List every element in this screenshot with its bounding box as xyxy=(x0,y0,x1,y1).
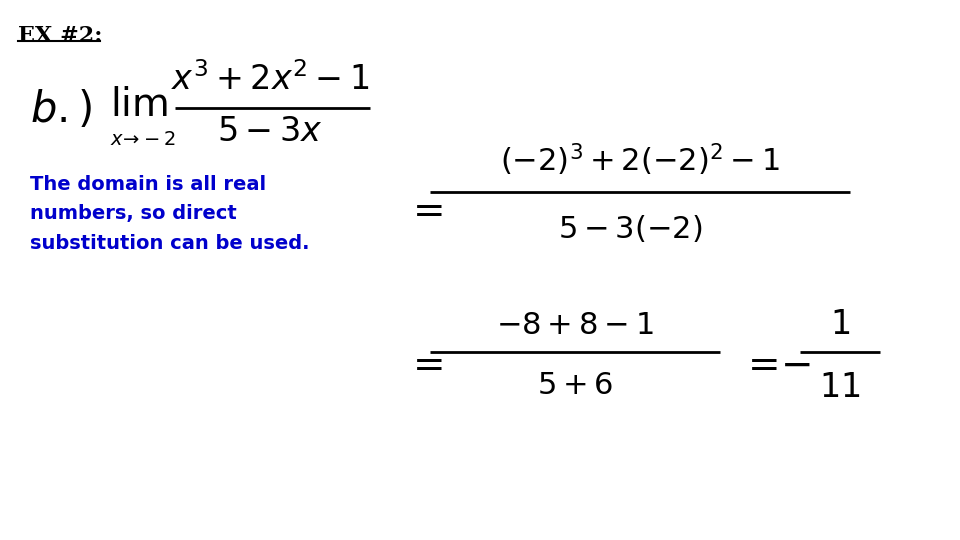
Text: $\lim$: $\lim$ xyxy=(110,86,168,124)
Text: $1$: $1$ xyxy=(830,309,850,341)
Text: $=$: $=$ xyxy=(740,347,778,383)
Text: $=$: $=$ xyxy=(405,192,444,228)
Text: $5+6$: $5+6$ xyxy=(537,369,613,401)
Text: $x^3+2x^2-1$: $x^3+2x^2-1$ xyxy=(171,63,370,97)
Text: $11$: $11$ xyxy=(819,372,861,404)
Text: $-8+8-1$: $-8+8-1$ xyxy=(496,309,654,341)
Text: $b.)$: $b.)$ xyxy=(30,89,92,131)
Text: EX #2:: EX #2: xyxy=(18,25,103,47)
Text: $(-2)^3+2(-2)^2-1$: $(-2)^3+2(-2)^2-1$ xyxy=(500,141,780,178)
Text: $-$: $-$ xyxy=(780,347,810,383)
Text: $5-3(-2)$: $5-3(-2)$ xyxy=(558,214,702,246)
Text: $=$: $=$ xyxy=(405,347,444,383)
Text: $x\!\rightarrow\!-2$: $x\!\rightarrow\!-2$ xyxy=(110,131,176,149)
Text: The domain is all real
numbers, so direct
substitution can be used.: The domain is all real numbers, so direc… xyxy=(30,175,309,253)
Text: $5-3x$: $5-3x$ xyxy=(217,116,323,148)
